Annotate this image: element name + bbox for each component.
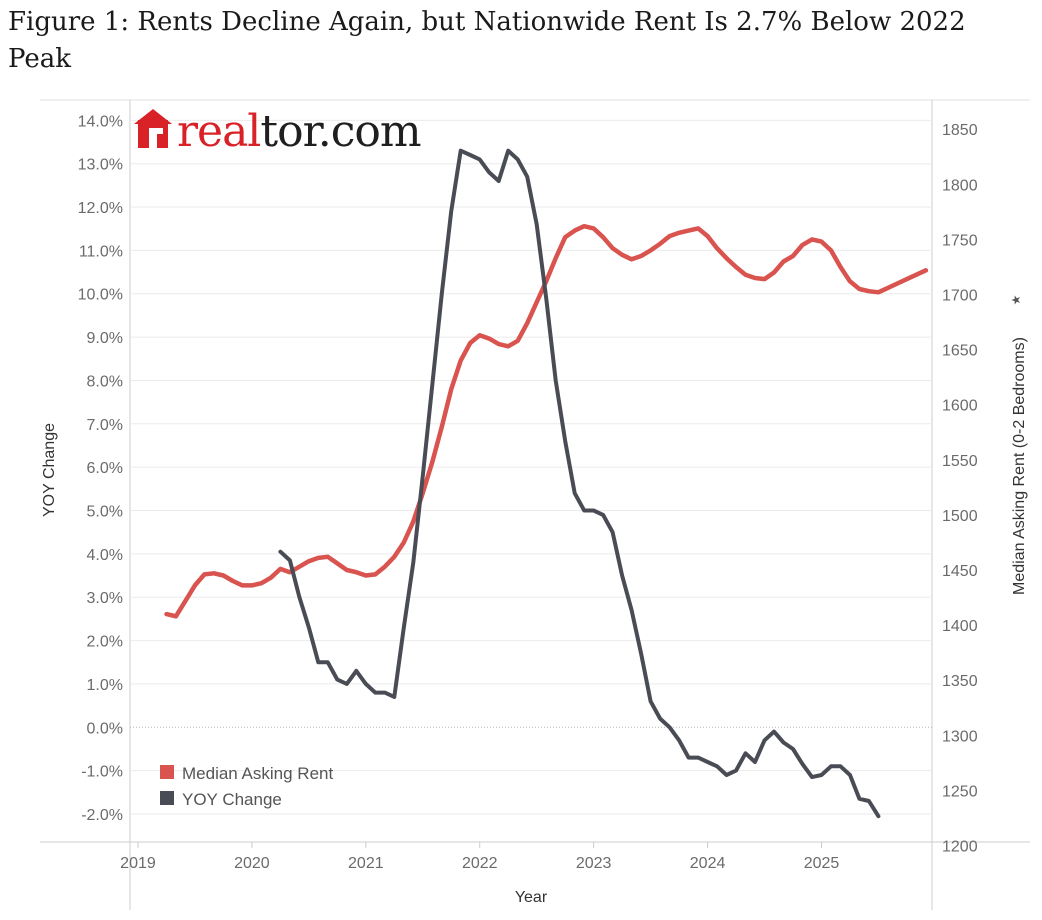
right-tick-label: 1600 (942, 398, 978, 415)
left-tick-label: 0.0% (87, 720, 123, 737)
right-tick-label: 1450 (942, 563, 978, 580)
star-icon: ★ (1009, 295, 1023, 306)
left-tick-label: 9.0% (87, 330, 123, 347)
right-tick-label: 1650 (942, 343, 978, 360)
right-tick-label: 1200 (942, 839, 978, 856)
left-tick-label: 4.0% (87, 547, 123, 564)
x-tick-label: 2021 (348, 855, 384, 872)
legend-swatch-yoy-change (160, 791, 174, 805)
x-tick-label: 2025 (804, 855, 840, 872)
series-line-yoy-change (278, 148, 881, 819)
right-tick-label: 1750 (942, 232, 978, 249)
left-tick-label: 2.0% (87, 634, 123, 651)
left-tick-label: 13.0% (78, 157, 123, 174)
right-tick-label: 1350 (942, 673, 978, 690)
right-tick-label: 1550 (942, 453, 978, 470)
legend-swatch-median-asking-rent (160, 765, 174, 779)
x-tick-label: 2020 (234, 855, 270, 872)
right-tick-label: 1500 (942, 508, 978, 525)
left-tick-label: 5.0% (87, 504, 123, 521)
right-axis-ticks: 1850 1800 1750 1700 1650 1600 1550 1500 1450 1400… (942, 122, 978, 855)
left-tick-label: 3.0% (87, 590, 123, 607)
house-icon (134, 109, 172, 148)
right-tick-label: 1850 (942, 122, 978, 139)
x-tick-label: 2024 (690, 855, 726, 872)
x-tick-label: 2022 (462, 855, 498, 872)
right-tick-label: 1400 (942, 618, 978, 635)
x-tick-label: 2023 (576, 855, 612, 872)
figure-title: Figure 1: Rents Decline Again, but Natio… (8, 7, 966, 74)
left-tick-label: -1.0% (81, 764, 123, 781)
legend: Median Asking Rent YOY Change (160, 764, 333, 809)
x-axis-ticks: 2019 2020 2021 2022 2023 2024 2025 (120, 842, 839, 872)
right-tick-label: 1800 (942, 177, 978, 194)
y-axis-title-left: YOY Change (41, 423, 58, 517)
left-tick-label: 11.0% (79, 243, 123, 260)
left-tick-label: 8.0% (87, 373, 123, 390)
realtor-logo: realtor.com (134, 106, 422, 157)
left-tick-label: -2.0% (81, 807, 123, 824)
left-tick-label: 14.0% (78, 113, 123, 130)
right-tick-label: 1700 (942, 288, 978, 305)
left-tick-label: 10.0% (78, 287, 123, 304)
left-tick-label: 12.0% (78, 200, 123, 217)
right-tick-label: 1300 (942, 728, 978, 745)
y-axis-title-right: Median Asking Rent (0-2 Bedrooms) (1011, 337, 1028, 595)
right-tick-label: 1250 (942, 783, 978, 800)
legend-label-median-asking-rent: Median Asking Rent (182, 764, 333, 783)
left-tick-label: 7.0% (87, 417, 123, 434)
logo-wordmark: realtor.com (177, 106, 421, 157)
gridlines (130, 119, 932, 815)
left-tick-label: 6.0% (87, 460, 123, 477)
x-tick-label: 2019 (120, 855, 156, 872)
x-axis-title: Year (515, 889, 548, 906)
left-axis-ticks: 14.0% 13.0% 12.0% 11.0% 10.0% 9.0% 8.0% 7.0% 6.0… (78, 113, 123, 824)
left-tick-label: 1.0% (87, 677, 123, 694)
legend-label-yoy-change: YOY Change (182, 790, 282, 809)
